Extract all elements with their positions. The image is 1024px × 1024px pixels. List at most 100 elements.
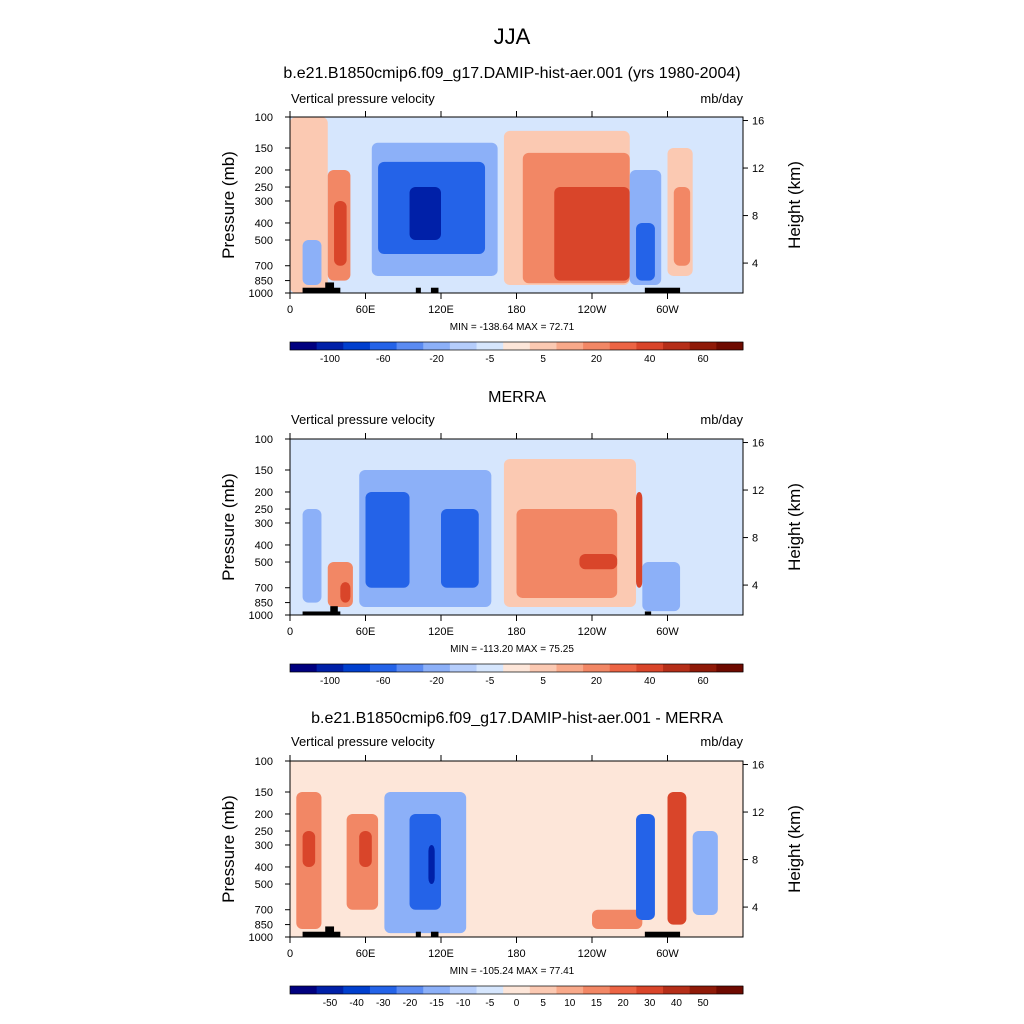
y-tick-label: 300 (255, 196, 273, 208)
colorbar-swatch (503, 664, 531, 672)
data-cell (365, 491, 410, 588)
x-tick-label: 0 (287, 304, 293, 316)
land-mask (430, 931, 439, 937)
panel-title: b.e21.B1850cmip6.f09_g17.DAMIP-hist-aer.… (283, 65, 740, 82)
colorbar-label: -20 (403, 998, 418, 1009)
colorbar-swatch (636, 342, 664, 350)
colorbar-label: -10 (456, 998, 471, 1009)
colorbar-swatch (290, 342, 318, 350)
colorbar-frame (289, 985, 744, 995)
colorbar-label: -40 (349, 998, 364, 1009)
colorbar-swatch (529, 986, 557, 994)
data-cell (673, 187, 691, 266)
colorbar-swatch (449, 986, 478, 994)
y-axis-right-label: Height (km) (785, 161, 804, 249)
data-cell (334, 200, 347, 266)
x-tick-label: 120W (578, 304, 607, 316)
colorbar-label: 20 (591, 676, 603, 687)
colorbar-label: 40 (644, 354, 656, 365)
land-mask (644, 611, 652, 615)
units-label: mb/day (700, 412, 743, 427)
y-tick-label: 700 (255, 261, 273, 273)
units-label: mb/day (700, 91, 743, 106)
colorbar-swatch (423, 986, 451, 994)
colorbar-label: -5 (485, 998, 494, 1009)
y-tick-right-label: 16 (752, 438, 764, 450)
colorbar-label: 40 (671, 998, 683, 1009)
colorbar-label: -20 (429, 354, 444, 365)
colorbar-swatch (396, 342, 424, 350)
y-tick-label: 250 (255, 504, 273, 516)
colorbar-swatch (556, 986, 584, 994)
data-cell (636, 813, 655, 920)
colorbar-swatch (529, 664, 557, 672)
y-tick-label: 100 (255, 756, 273, 768)
colorbar-swatch (716, 342, 744, 350)
colorbar-frame (289, 663, 744, 673)
x-tick-label: 60W (656, 626, 679, 638)
colorbar-swatch (369, 342, 398, 350)
colorbar-swatch (369, 664, 398, 672)
min-max-stats: MIN = -138.64 MAX = 72.71 (450, 322, 575, 333)
colorbar-label: -30 (376, 998, 391, 1009)
y-tick-label: 700 (255, 583, 273, 595)
colorbar-swatch (343, 664, 371, 672)
colorbar-label: 5 (540, 998, 546, 1009)
y-tick-label: 400 (255, 862, 273, 874)
y-tick-label: 250 (255, 182, 273, 194)
data-cell (302, 240, 322, 285)
colorbar-label: -50 (323, 998, 338, 1009)
y-tick-right-label: 8 (752, 855, 758, 867)
colorbar-swatch (343, 342, 371, 350)
colorbar-swatch (583, 986, 611, 994)
colorbar-swatch (609, 342, 637, 350)
land-mask (430, 287, 439, 293)
y-tick-label: 850 (255, 920, 273, 932)
x-tick-label: 60E (356, 948, 376, 960)
y-tick-right-label: 8 (752, 533, 758, 545)
y-tick-label: 400 (255, 218, 273, 230)
min-max-stats: MIN = -113.20 MAX = 75.25 (450, 644, 574, 655)
colorbar-label: -60 (376, 676, 391, 687)
land-mask (644, 287, 681, 293)
y-tick-label: 500 (255, 557, 273, 569)
colorbar-swatch (689, 342, 717, 350)
y-tick-label: 100 (255, 112, 273, 124)
colorbar-swatch (290, 986, 318, 994)
x-tick-label: 120W (578, 948, 607, 960)
data-cell (592, 909, 643, 929)
land-mask (415, 287, 421, 293)
land-mask (302, 611, 341, 615)
colorbar-swatch (503, 342, 531, 350)
colorbar-swatch (636, 664, 664, 672)
colorbar-swatch (556, 664, 584, 672)
data-cell (636, 222, 655, 281)
colorbar-label: -15 (429, 998, 444, 1009)
colorbar-label: 15 (591, 998, 603, 1009)
colorbar-label: -100 (320, 354, 340, 365)
colorbar-swatch (716, 664, 744, 672)
page-title: JJA (494, 24, 531, 49)
land-mask (415, 931, 421, 937)
colorbar-label: 20 (591, 354, 603, 365)
data-cell (692, 831, 718, 916)
x-tick-label: 60E (356, 304, 376, 316)
colorbar-label: -100 (320, 676, 340, 687)
colorbar-swatch (689, 664, 717, 672)
y-tick-label: 400 (255, 540, 273, 552)
y-axis-label: Pressure (mb) (219, 151, 238, 259)
colorbar-swatch (449, 342, 478, 350)
units-label: mb/day (700, 734, 743, 749)
land-mask (325, 282, 335, 293)
y-tick-label: 200 (255, 809, 273, 821)
colorbar-swatch (290, 664, 318, 672)
data-cell (642, 562, 681, 612)
y-tick-label: 1000 (249, 610, 273, 622)
colorbar-swatch (476, 986, 504, 994)
x-tick-label: 120E (428, 626, 454, 638)
colorbar-label: 0 (514, 998, 520, 1009)
left-label: Vertical pressure velocity (291, 734, 435, 749)
data-cell (428, 844, 435, 885)
x-tick-label: 120E (428, 948, 454, 960)
